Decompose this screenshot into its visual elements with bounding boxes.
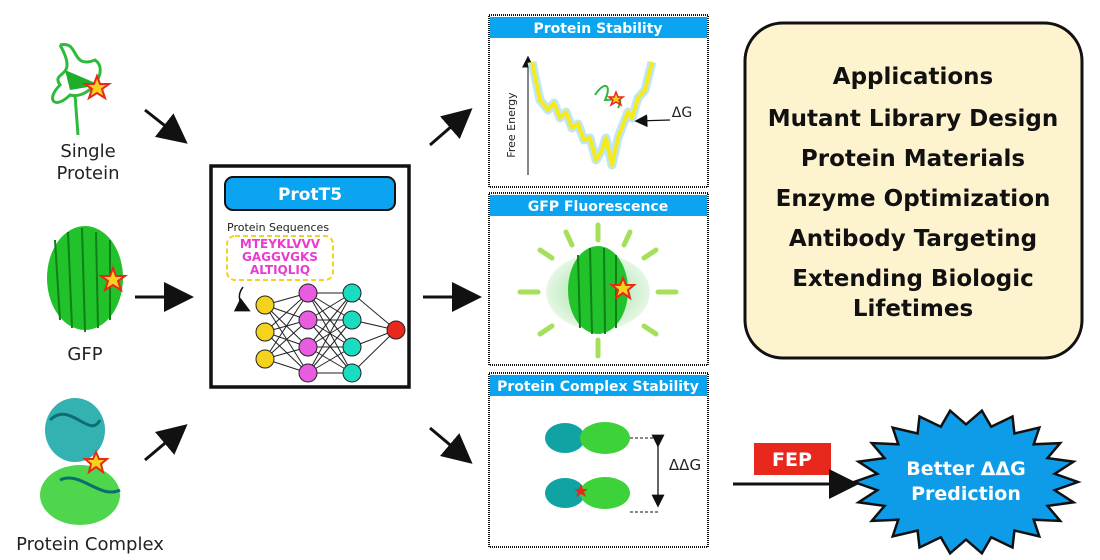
fep-label: FEP (772, 449, 812, 471)
nn-node (298, 283, 318, 303)
sequence-line: GAGGVGKS (242, 250, 318, 264)
nn-node (255, 349, 275, 369)
mutation-star-icon (606, 89, 626, 107)
delta-delta-g-label: ΔΔG (669, 456, 701, 474)
label-protein-complex: Protein Complex (16, 534, 164, 555)
panel-title: Protein Stability (533, 21, 662, 37)
application-item: Protein Materials (801, 146, 1025, 172)
panel-protein-stability: Protein Stability Free Energy ΔG (488, 14, 709, 188)
application-item: Lifetimes (853, 296, 973, 322)
fep-badge (754, 443, 831, 475)
application-item: Extending Biologic (792, 266, 1034, 292)
gfp-structure (47, 226, 129, 333)
prott5-header (224, 176, 396, 211)
panel-gfp-fluorescence: GFP Fluorescence (488, 192, 709, 366)
sequence-line: ALTIQLIQ (250, 263, 310, 277)
nn-node (255, 295, 275, 315)
delta-g-label: ΔG (672, 105, 692, 121)
nn-node (386, 320, 406, 340)
nn-edge (264, 292, 309, 360)
nn-node (298, 363, 318, 383)
mutation-star-icon (574, 484, 588, 497)
nn-node (342, 283, 362, 303)
result-line: Prediction (911, 483, 1021, 505)
label-single-protein-line2: Protein (56, 163, 119, 184)
neural-network-icon (255, 283, 406, 383)
nn-node (342, 363, 362, 383)
panel-title: GFP Fluorescence (528, 199, 668, 215)
result-line: Better ΔΔG (906, 458, 1025, 480)
sequences-label: Protein Sequences (227, 221, 329, 234)
mutation-star-icon (609, 275, 637, 301)
nn-edge (307, 319, 353, 374)
panel-title: Protein Complex Stability (497, 379, 699, 395)
label-gfp: GFP (67, 344, 102, 365)
y-axis-label: Free Energy (505, 92, 518, 158)
arrow (429, 108, 473, 147)
sequence-line: MTEYKLVVV (240, 237, 321, 251)
nn-edge (264, 319, 309, 360)
nn-node (342, 337, 362, 357)
nn-node (255, 322, 275, 342)
curved-arrow (233, 286, 251, 312)
nn-node (298, 310, 318, 330)
label-single-protein-line1: Single (60, 141, 115, 162)
arrow (144, 424, 188, 462)
application-item: Enzyme Optimization (776, 186, 1051, 212)
applications-box: Applications Mutant Library Design Prote… (743, 21, 1084, 360)
nn-node (298, 337, 318, 357)
application-item: Antibody Targeting (789, 226, 1037, 252)
prott5-model-box: ProtT5 Protein Sequences MTEYKLVVV GAGGV… (209, 164, 411, 389)
single-protein-structure (51, 43, 113, 136)
result-starburst (850, 408, 1082, 556)
nn-edge (351, 292, 397, 331)
sequence-box (226, 235, 334, 281)
mutation-star-icon (82, 449, 110, 475)
arrow (144, 108, 188, 144)
protein-complex-structure (40, 398, 121, 525)
nn-node (342, 310, 362, 330)
arrow (429, 426, 473, 464)
nn-edge (307, 292, 353, 348)
panel-protein-complex-stability: Protein Complex Stability ΔΔG (488, 372, 709, 548)
nn-edge (264, 292, 309, 333)
applications-title: Applications (833, 64, 993, 90)
prott5-title: ProtT5 (278, 185, 342, 205)
application-item: Mutant Library Design (768, 106, 1058, 132)
nn-edge (351, 329, 397, 374)
mutation-star-icon (97, 265, 129, 293)
mutation-star-icon (81, 73, 113, 101)
nn-edge (307, 292, 353, 374)
